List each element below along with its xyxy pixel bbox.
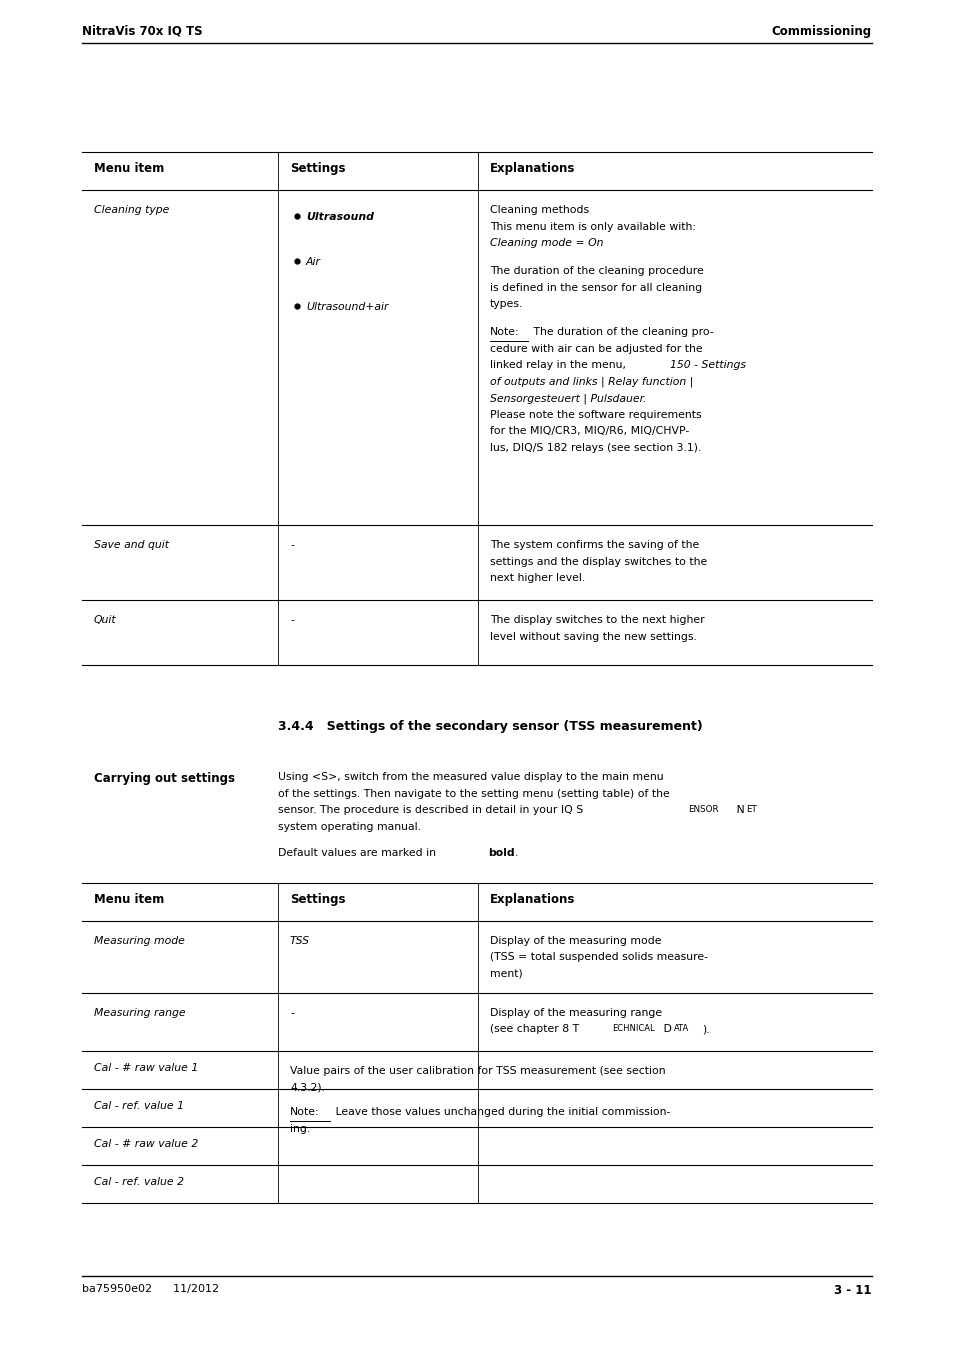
Text: 3 - 11: 3 - 11 [834,1283,871,1297]
Text: bold: bold [488,848,514,858]
Text: TSS: TSS [290,936,310,946]
Text: Cal - ref. value 2: Cal - ref. value 2 [94,1177,184,1188]
Text: Value pairs of the user calibration for TSS measurement (see section: Value pairs of the user calibration for … [290,1066,665,1075]
Text: cedure with air can be adjusted for the: cedure with air can be adjusted for the [490,343,702,354]
Text: next higher level.: next higher level. [490,573,584,584]
Text: for the MIQ/CR3, MIQ/R6, MIQ/CHVP-: for the MIQ/CR3, MIQ/R6, MIQ/CHVP- [490,426,688,436]
Text: Quit: Quit [94,615,116,626]
Text: system operating manual.: system operating manual. [277,821,420,831]
Text: settings and the display switches to the: settings and the display switches to the [490,557,706,566]
Text: Note:: Note: [290,1108,319,1117]
Text: (see chapter 8 T: (see chapter 8 T [490,1024,578,1035]
Text: NitraVis 70x IQ TS: NitraVis 70x IQ TS [82,26,202,38]
Text: The system confirms the saving of the: The system confirms the saving of the [490,540,699,550]
Text: Menu item: Menu item [94,893,164,907]
Text: Explanations: Explanations [490,893,575,907]
Text: ing.: ing. [290,1124,310,1133]
Text: Sensorgesteuert | Pulsdauer.: Sensorgesteuert | Pulsdauer. [490,393,646,404]
Text: lus, DIQ/S 182 relays (see section 3.1).: lus, DIQ/S 182 relays (see section 3.1). [490,443,700,453]
Text: -: - [290,540,294,550]
Text: Carrying out settings: Carrying out settings [94,771,234,785]
Text: Commissioning: Commissioning [771,26,871,38]
Text: Cleaning type: Cleaning type [94,205,170,215]
Text: The display switches to the next higher: The display switches to the next higher [490,615,704,626]
Text: 150 - Settings: 150 - Settings [669,361,745,370]
Text: Measuring mode: Measuring mode [94,936,185,946]
Text: 4.3.2).: 4.3.2). [290,1082,325,1093]
Text: linked relay in the menu,: linked relay in the menu, [490,361,629,370]
Text: The duration of the cleaning pro-: The duration of the cleaning pro- [530,327,713,338]
Text: Air: Air [306,257,320,267]
Text: Settings: Settings [290,162,345,176]
Text: Please note the software requirements: Please note the software requirements [490,409,700,420]
Text: -: - [290,1008,294,1017]
Text: Display of the measuring mode: Display of the measuring mode [490,936,660,946]
Text: Explanations: Explanations [490,162,575,176]
Text: This menu item is only available with:: This menu item is only available with: [490,222,696,231]
Text: types.: types. [490,299,523,309]
Text: Menu item: Menu item [94,162,164,176]
Bar [476,1051,480,1202]
Text: (TSS = total suspended solids measure-: (TSS = total suspended solids measure- [490,952,707,962]
Text: The duration of the cleaning procedure: The duration of the cleaning procedure [490,266,703,276]
Text: is defined in the sensor for all cleaning: is defined in the sensor for all cleanin… [490,282,701,293]
Text: of the settings. Then navigate to the setting menu (setting table) of the: of the settings. Then navigate to the se… [277,789,669,798]
Text: Note:: Note: [490,327,519,338]
Text: N: N [732,805,744,815]
Text: level without saving the new settings.: level without saving the new settings. [490,631,696,642]
Text: ba75950e02      11/2012: ba75950e02 11/2012 [82,1283,219,1294]
Text: .: . [515,848,517,858]
Text: ATA: ATA [673,1024,688,1034]
Text: Ultrasound+air: Ultrasound+air [306,303,388,312]
Text: Display of the measuring range: Display of the measuring range [490,1008,661,1017]
Text: Cal - ref. value 1: Cal - ref. value 1 [94,1101,184,1111]
Text: Ultrasound: Ultrasound [306,212,374,222]
Text: of outputs and links | Relay function |: of outputs and links | Relay function | [490,377,693,388]
Text: Measuring range: Measuring range [94,1008,186,1017]
Text: Settings: Settings [290,893,345,907]
Text: -: - [290,615,294,626]
Text: Cleaning mode = On: Cleaning mode = On [490,238,603,249]
Text: D: D [659,1024,671,1035]
Text: ET: ET [745,805,756,815]
Text: Cleaning methods: Cleaning methods [490,205,589,215]
Text: Leave those values unchanged during the initial commission-: Leave those values unchanged during the … [332,1108,670,1117]
Text: Default values are marked in: Default values are marked in [277,848,439,858]
Text: ECHNICAL: ECHNICAL [612,1024,654,1034]
Text: ENSOR: ENSOR [687,805,718,815]
Text: Save and quit: Save and quit [94,540,169,550]
Text: Cal - # raw value 1: Cal - # raw value 1 [94,1063,198,1073]
Text: 3.4.4   Settings of the secondary sensor (TSS measurement): 3.4.4 Settings of the secondary sensor (… [277,720,702,734]
Text: Using <S>, switch from the measured value display to the main menu: Using <S>, switch from the measured valu… [277,771,663,782]
Text: Cal - # raw value 2: Cal - # raw value 2 [94,1139,198,1148]
Text: ment): ment) [490,969,522,979]
Text: ).: ). [701,1024,709,1035]
Text: sensor. The procedure is described in detail in your IQ S: sensor. The procedure is described in de… [277,805,582,815]
